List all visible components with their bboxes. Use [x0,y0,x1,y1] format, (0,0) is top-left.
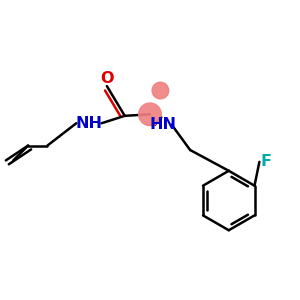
Text: NH: NH [76,116,103,131]
Circle shape [139,103,161,126]
Text: HN: HN [150,117,177,132]
Text: O: O [100,71,114,86]
Text: F: F [260,154,272,169]
Circle shape [152,82,169,99]
